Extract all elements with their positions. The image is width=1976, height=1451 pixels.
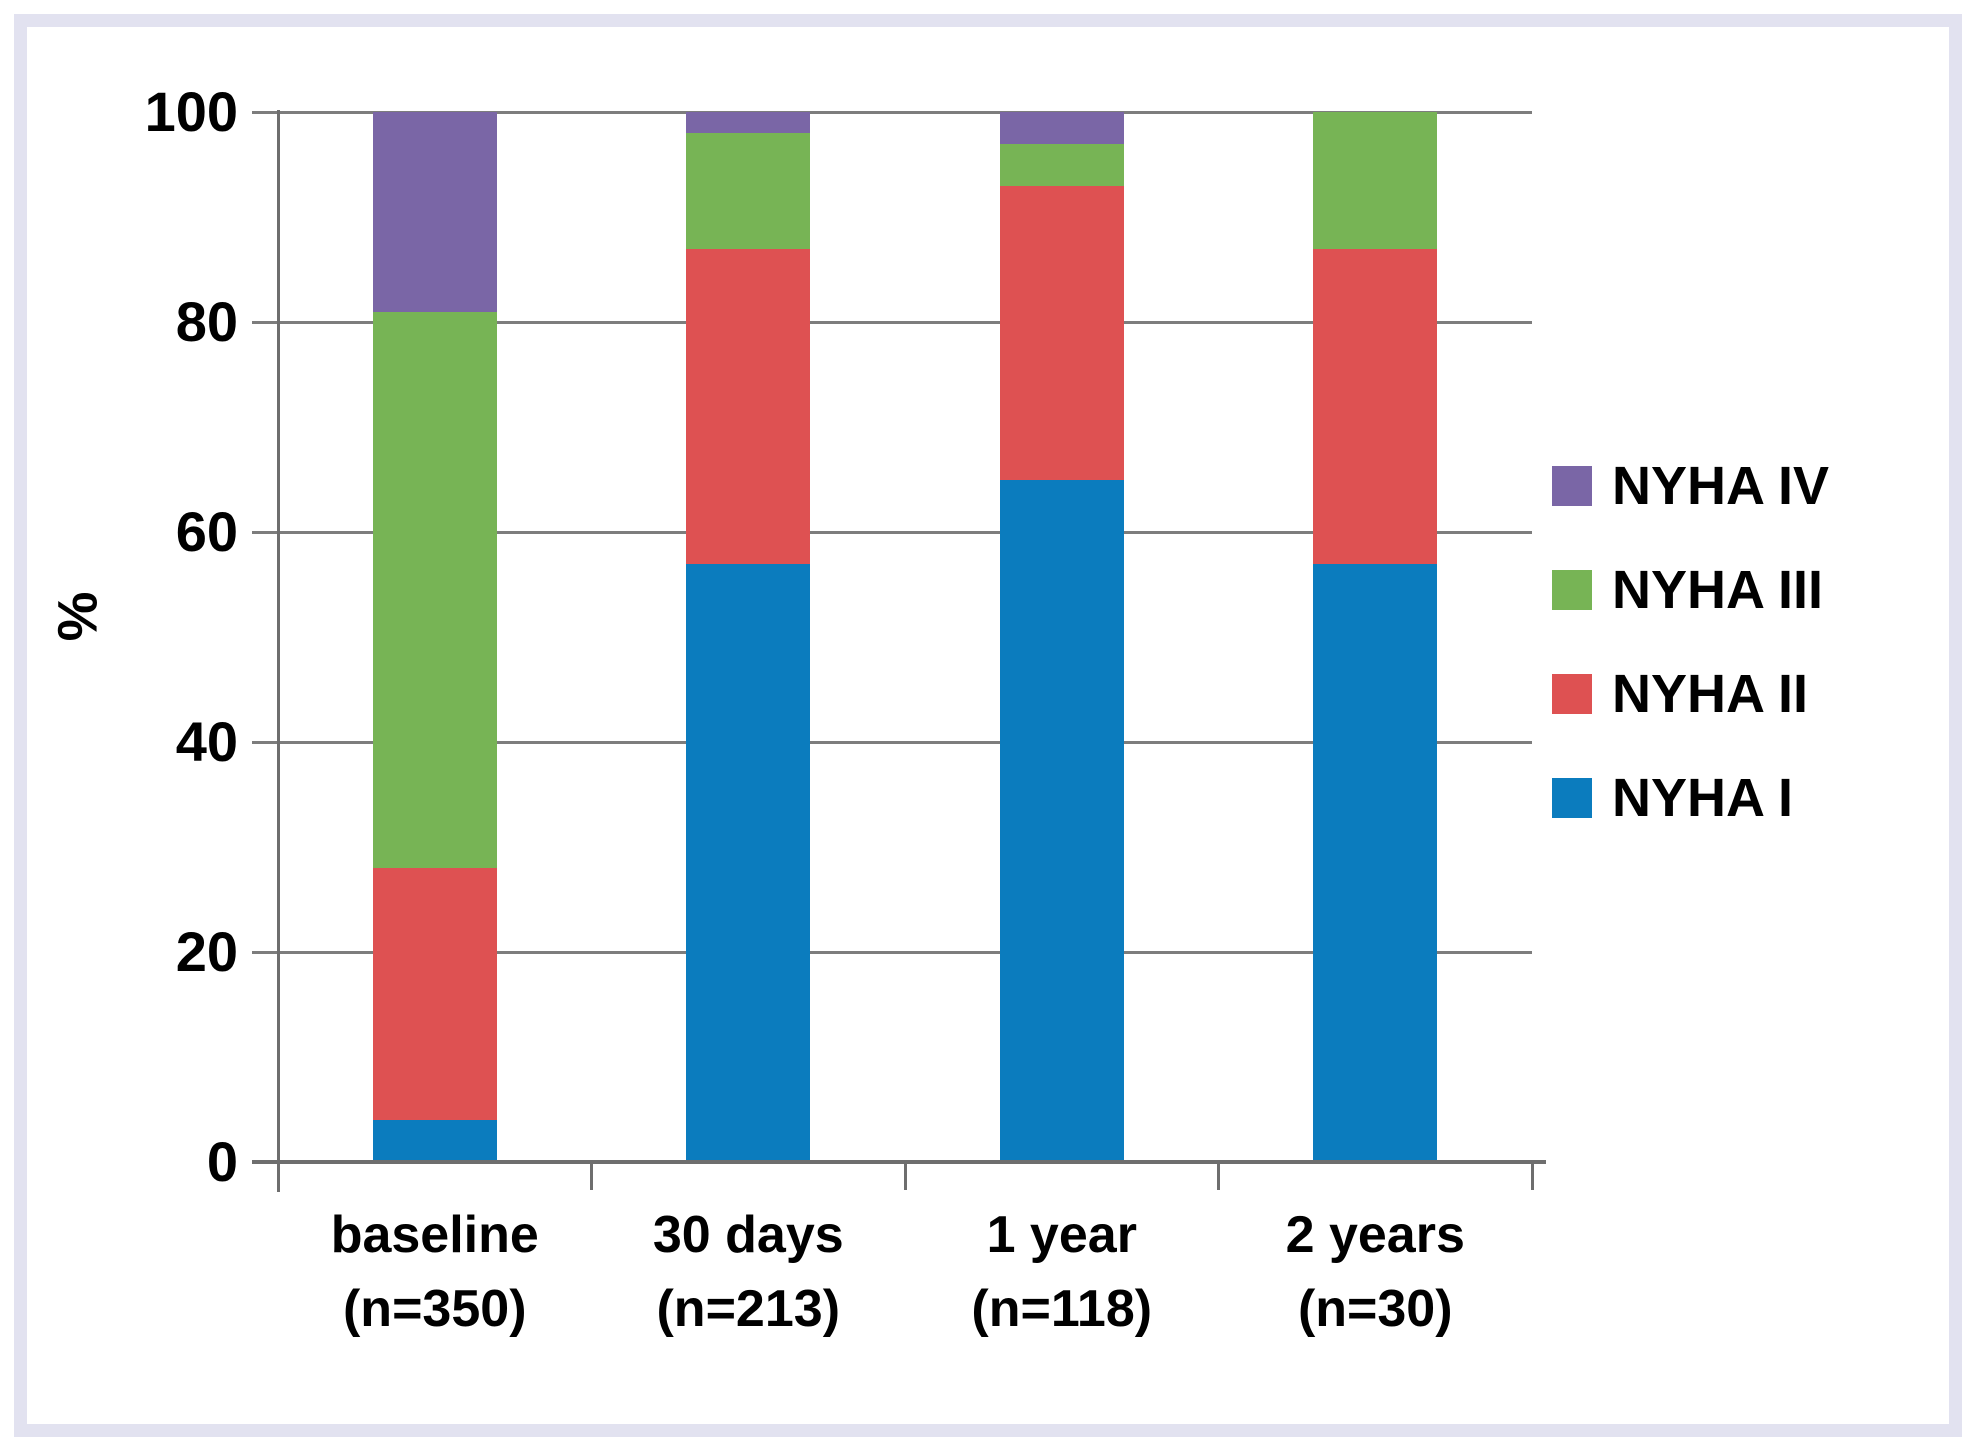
bar-segment-nyha-i — [372, 1120, 497, 1162]
x-tick-label-1-year: 1 year (n=118) — [902, 1198, 1222, 1346]
legend-label: NYHA IV — [1612, 456, 1830, 516]
legend-item-nyha-iii: NYHA III — [1552, 560, 1829, 620]
x-axis-tick — [1217, 1162, 1220, 1190]
gridline-60 — [252, 530, 1532, 534]
x-axis-line — [252, 1160, 1546, 1164]
y-tick-label-60: 60 — [175, 500, 238, 563]
x-tick-label-30-days: 30 days (n=213) — [588, 1198, 908, 1346]
bar-2-years — [1313, 112, 1438, 1162]
bar-30-days — [686, 112, 811, 1162]
bar-segment-nyha-iv — [372, 112, 497, 312]
bar-segment-nyha-iii — [372, 311, 497, 868]
x-tick-label-line2: (n=350) — [342, 1280, 527, 1338]
gridline-100 — [252, 110, 1532, 114]
x-tick-label-line2: (n=213) — [656, 1280, 841, 1338]
bar-segment-nyha-iv — [686, 112, 811, 133]
legend-swatch-nyha-ii — [1552, 674, 1592, 714]
legend-label: NYHA II — [1612, 664, 1809, 724]
bar-segment-nyha-ii — [1313, 248, 1438, 564]
x-tick-label-2-years: 2 years (n=30) — [1215, 1198, 1535, 1346]
legend: NYHA IV NYHA III NYHA II NYHA I — [1552, 456, 1829, 878]
legend-swatch-nyha-iv — [1552, 466, 1592, 506]
bar-baseline — [372, 112, 497, 1162]
legend-item-nyha-iv: NYHA IV — [1552, 456, 1829, 516]
bar-segment-nyha-i — [999, 479, 1124, 1162]
legend-item-nyha-i: NYHA I — [1552, 768, 1829, 828]
bar-segment-nyha-iii — [686, 133, 811, 249]
bar-segment-nyha-i — [686, 563, 811, 1162]
y-tick-label-100: 100 — [144, 80, 238, 143]
figure-frame — [14, 14, 1962, 1437]
y-tick-label-0: 0 — [206, 1130, 238, 1193]
bar-segment-nyha-iii — [1313, 112, 1438, 249]
legend-item-nyha-ii: NYHA II — [1552, 664, 1829, 724]
bar-segment-nyha-i — [1313, 563, 1438, 1162]
x-axis-tick — [903, 1162, 907, 1190]
x-tick-label-line2: (n=118) — [971, 1280, 1153, 1338]
x-tick-label-line1: 1 year — [986, 1206, 1137, 1264]
y-tick-label-80: 80 — [175, 290, 238, 353]
bar-segment-nyha-ii — [999, 185, 1124, 480]
gridline-80 — [252, 320, 1532, 324]
x-tick-label-line1: 30 days — [652, 1206, 844, 1264]
bar-1-year — [999, 112, 1124, 1162]
x-tick-label-line2: (n=30) — [1297, 1280, 1453, 1338]
bar-segment-nyha-iii — [999, 143, 1124, 186]
y-tick-label-40: 40 — [175, 710, 238, 773]
x-tick-label-line1: 2 years — [1285, 1206, 1465, 1264]
x-axis-tick — [1530, 1162, 1534, 1190]
bar-segment-nyha-ii — [372, 868, 497, 1120]
gridline-40 — [252, 740, 1532, 744]
x-tick-label-baseline: baseline (n=350) — [275, 1198, 595, 1346]
x-axis-tick — [590, 1162, 593, 1190]
bar-segment-nyha-iv — [999, 112, 1124, 144]
x-tick-label-line1: baseline — [330, 1206, 539, 1264]
y-axis-label: % — [45, 591, 109, 642]
legend-label: NYHA I — [1612, 768, 1794, 828]
legend-swatch-nyha-iii — [1552, 570, 1592, 610]
legend-label: NYHA III — [1612, 560, 1824, 620]
y-axis-line — [276, 110, 280, 1192]
gridline-20 — [252, 950, 1532, 954]
y-tick-label-20: 20 — [175, 920, 238, 983]
legend-swatch-nyha-i — [1552, 778, 1592, 818]
bar-segment-nyha-ii — [686, 248, 811, 564]
